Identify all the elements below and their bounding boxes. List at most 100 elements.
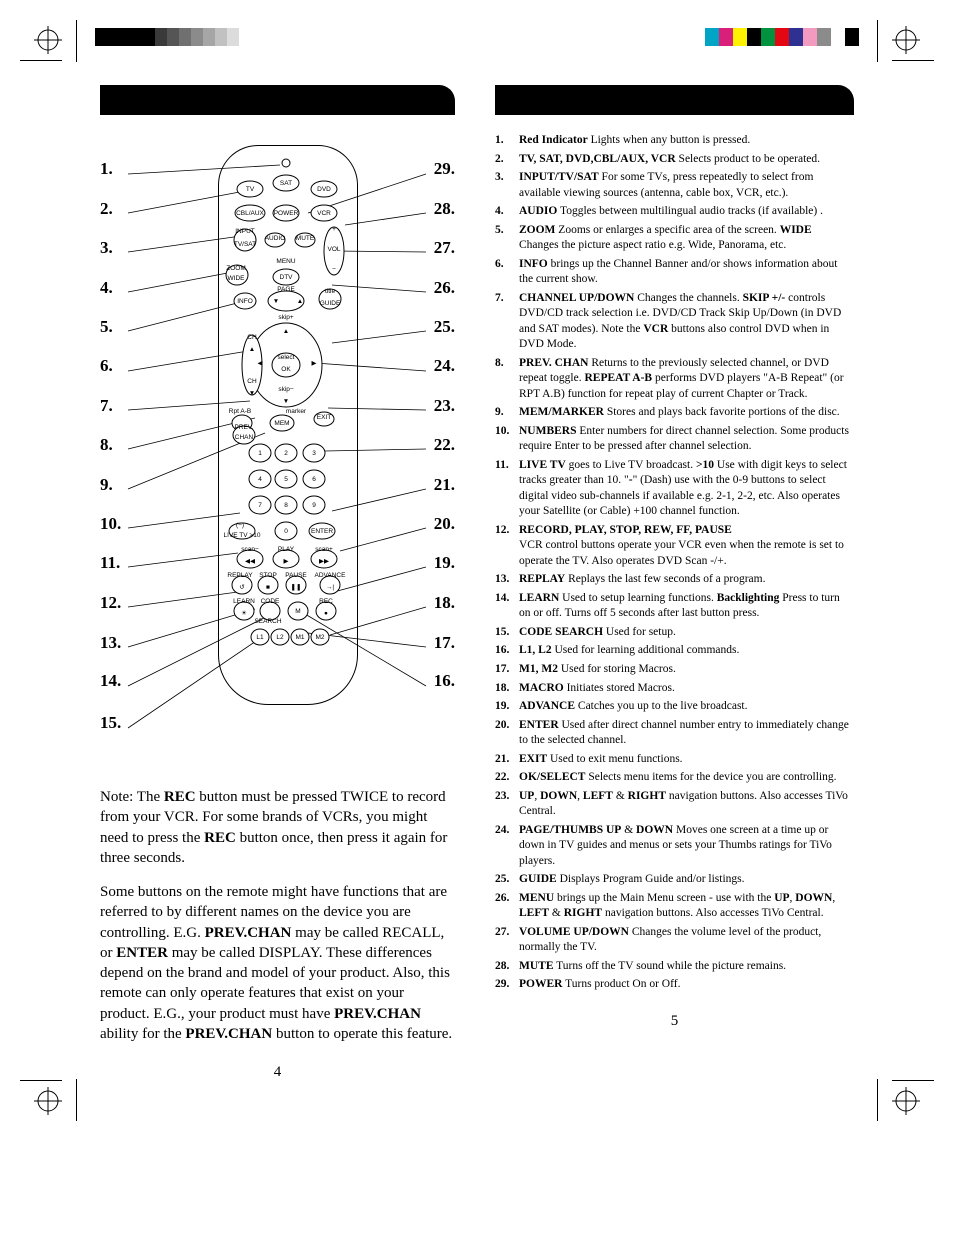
color-swatch bbox=[733, 28, 747, 46]
color-swatch bbox=[227, 28, 239, 46]
definition-text: L1, L2 Used for learning additional comm… bbox=[519, 643, 854, 659]
definition-text: PREV. CHAN Returns to the previously sel… bbox=[519, 356, 854, 403]
definition-item: 27.VOLUME UP/DOWN Changes the volume lev… bbox=[495, 925, 854, 956]
crop-rule-icon bbox=[877, 20, 878, 62]
color-swatch bbox=[747, 28, 761, 46]
svg-text:MEM: MEM bbox=[274, 420, 289, 427]
definition-number: 5. bbox=[495, 223, 519, 254]
svg-text:LIVE TV >10: LIVE TV >10 bbox=[224, 532, 261, 539]
left-page-column: TVSATDVDCBL/AUXPOWERVCRINPUTTV/SATAUDIOM… bbox=[100, 85, 455, 1081]
svg-text:Rpt A-B: Rpt A-B bbox=[229, 408, 251, 415]
definition-item: 18.MACRO Initiates stored Macros. bbox=[495, 681, 854, 697]
color-swatch bbox=[831, 28, 845, 46]
definition-number: 26. bbox=[495, 891, 519, 922]
svg-text:▼: ▼ bbox=[249, 390, 255, 397]
definition-number: 25. bbox=[495, 872, 519, 888]
svg-text:2: 2 bbox=[284, 450, 288, 457]
callout-number: 12. bbox=[100, 593, 130, 613]
paragraph-text: Some buttons on the remote might have fu… bbox=[100, 882, 455, 1044]
definition-number: 19. bbox=[495, 699, 519, 715]
svg-text:scan+: scan+ bbox=[315, 546, 333, 553]
svg-text:▶▶: ▶▶ bbox=[319, 558, 330, 565]
callout-number: 10. bbox=[100, 514, 130, 534]
color-swatch bbox=[125, 28, 140, 46]
callout-number: 2. bbox=[100, 199, 130, 219]
svg-text:☀: ☀ bbox=[241, 609, 247, 617]
printer-color-bar-left bbox=[95, 28, 321, 46]
callout-number: 24. bbox=[425, 356, 455, 376]
callout-number: 6. bbox=[100, 356, 130, 376]
definition-item: 29.POWER Turns product On or Off. bbox=[495, 977, 854, 993]
definition-number: 9. bbox=[495, 405, 519, 421]
definition-text: NUMBERS Enter numbers for direct channel… bbox=[519, 424, 854, 455]
definition-item: 1.Red Indicator Lights when any button i… bbox=[495, 133, 854, 149]
color-swatch bbox=[775, 28, 789, 46]
color-swatch bbox=[251, 28, 321, 46]
definition-text: LIVE TV goes to Live TV broadcast. >10 U… bbox=[519, 458, 854, 520]
definition-number: 8. bbox=[495, 356, 519, 403]
definition-text: GUIDE Displays Program Guide and/or list… bbox=[519, 872, 854, 888]
definition-number: 13. bbox=[495, 572, 519, 588]
callout-number: 14. bbox=[100, 671, 130, 691]
crop-rule-icon bbox=[76, 1079, 77, 1121]
definition-item: 10.NUMBERS Enter numbers for direct chan… bbox=[495, 424, 854, 455]
svg-text:REPLAY: REPLAY bbox=[227, 572, 253, 579]
svg-text:DTV: DTV bbox=[280, 274, 294, 281]
color-swatch bbox=[110, 28, 125, 46]
definition-item: 12.RECORD, PLAY, STOP, REW, FF, PAUSEVCR… bbox=[495, 523, 854, 570]
svg-text:−: − bbox=[332, 266, 336, 273]
color-swatch bbox=[179, 28, 191, 46]
definition-item: 23.UP, DOWN, LEFT & RIGHT navigation but… bbox=[495, 789, 854, 820]
definition-number: 16. bbox=[495, 643, 519, 659]
callout-number: 15. bbox=[100, 713, 130, 733]
definition-item: 21.EXIT Used to exit menu functions. bbox=[495, 752, 854, 768]
definition-text: PAGE/THUMBS UP & DOWN Moves one screen a… bbox=[519, 823, 854, 870]
definition-text: LEARN Used to setup learning functions. … bbox=[519, 591, 854, 622]
svg-text:ADVANCE: ADVANCE bbox=[315, 572, 347, 579]
crop-mark-icon bbox=[34, 1087, 62, 1115]
color-swatch bbox=[191, 28, 203, 46]
definition-item: 17.M1, M2 Used for storing Macros. bbox=[495, 662, 854, 678]
svg-text:M1: M1 bbox=[295, 634, 304, 641]
definition-number: 2. bbox=[495, 152, 519, 168]
definition-number: 15. bbox=[495, 625, 519, 641]
color-swatch bbox=[803, 28, 817, 46]
svg-text:MENU: MENU bbox=[276, 258, 295, 265]
callout-number: 20. bbox=[425, 514, 455, 534]
definition-text: RECORD, PLAY, STOP, REW, FF, PAUSEVCR co… bbox=[519, 523, 854, 570]
svg-text:title: title bbox=[325, 288, 336, 295]
definition-text: Red Indicator Lights when any button is … bbox=[519, 133, 854, 149]
svg-text:▲: ▲ bbox=[283, 328, 289, 335]
definition-number: 12. bbox=[495, 523, 519, 570]
svg-text:MUTE: MUTE bbox=[296, 235, 315, 242]
definition-item: 19.ADVANCE Catches you up to the live br… bbox=[495, 699, 854, 715]
color-swatch bbox=[215, 28, 227, 46]
color-swatch bbox=[653, 28, 705, 46]
definition-text: TV, SAT, DVD,CBL/AUX, VCR Selects produc… bbox=[519, 152, 854, 168]
callout-number: 23. bbox=[425, 396, 455, 416]
svg-text:WIDE: WIDE bbox=[228, 275, 246, 282]
svg-text:L2: L2 bbox=[276, 634, 284, 641]
definition-text: MACRO Initiates stored Macros. bbox=[519, 681, 854, 697]
definition-list: 1.Red Indicator Lights when any button i… bbox=[495, 133, 854, 993]
printer-color-bar-right bbox=[653, 28, 859, 46]
definition-text: INFO brings up the Channel Banner and/or… bbox=[519, 257, 854, 288]
svg-text:↺: ↺ bbox=[239, 584, 245, 591]
definition-item: 28.MUTE Turns off the TV sound while the… bbox=[495, 959, 854, 975]
svg-text:PAGE: PAGE bbox=[277, 286, 295, 293]
svg-text:▼: ▼ bbox=[283, 398, 289, 405]
crop-mark-icon bbox=[892, 26, 920, 54]
definition-text: CODE SEARCH Used for setup. bbox=[519, 625, 854, 641]
svg-text:scan−: scan− bbox=[241, 546, 259, 553]
svg-text:POWER: POWER bbox=[274, 210, 299, 217]
svg-text:L1: L1 bbox=[256, 634, 264, 641]
definition-item: 13.REPLAY Replays the last few seconds o… bbox=[495, 572, 854, 588]
svg-text:▲: ▲ bbox=[249, 346, 255, 353]
definition-text: MUTE Turns off the TV sound while the pi… bbox=[519, 959, 854, 975]
color-swatch bbox=[817, 28, 831, 46]
definition-item: 7.CHANNEL UP/DOWN Changes the channels. … bbox=[495, 291, 854, 353]
definition-text: POWER Turns product On or Off. bbox=[519, 977, 854, 993]
definition-item: 20.ENTER Used after direct channel numbe… bbox=[495, 718, 854, 749]
svg-text:4: 4 bbox=[258, 476, 262, 483]
svg-text:DVD: DVD bbox=[317, 186, 331, 193]
